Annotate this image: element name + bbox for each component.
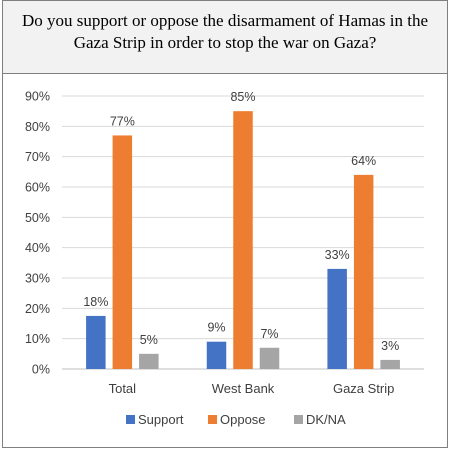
bar-support-0	[86, 315, 106, 369]
bar-oppose-0	[112, 135, 133, 369]
bar-support-1	[206, 341, 227, 369]
bar-dkna-2	[380, 359, 400, 369]
y-tick-label: 30%	[25, 272, 50, 286]
data-label: 33%	[325, 248, 350, 262]
legend: Support Oppose DK/NA	[126, 412, 346, 427]
category-label: Total	[109, 381, 137, 396]
y-tick-label: 60%	[25, 181, 50, 195]
legend-label: Oppose	[220, 412, 266, 427]
bar-oppose-2	[353, 174, 374, 369]
data-label: 5%	[140, 333, 158, 347]
legend-swatch-oppose	[208, 415, 217, 424]
y-axis-ticks: 0% 10% 20% 30% 40% 50% 60% 70% 80% 90%	[25, 90, 50, 377]
bars	[86, 111, 400, 370]
data-label: 7%	[260, 327, 278, 341]
y-tick-label: 10%	[25, 332, 50, 346]
data-label: 64%	[351, 154, 376, 168]
legend-swatch-dkna	[294, 415, 303, 424]
category-label: West Bank	[212, 381, 275, 396]
data-label: 77%	[110, 114, 135, 128]
chart-title: Do you support or oppose the disarmament…	[21, 11, 429, 52]
legend-label: DK/NA	[306, 412, 346, 427]
y-tick-label: 40%	[25, 241, 50, 255]
y-tick-label: 20%	[25, 302, 50, 316]
title-box: Do you support or oppose the disarmament…	[2, 0, 448, 74]
bar-support-2	[327, 268, 347, 369]
data-label: 18%	[83, 295, 108, 309]
y-tick-label: 70%	[25, 150, 50, 164]
bar-dkna-0	[139, 353, 159, 369]
legend-swatch-support	[126, 415, 135, 424]
bar-oppose-1	[233, 111, 253, 370]
y-tick-label: 50%	[25, 211, 50, 225]
data-label: 3%	[381, 339, 399, 353]
y-tick-label: 90%	[25, 90, 50, 104]
y-tick-label: 0%	[32, 363, 50, 377]
legend-label: Support	[138, 412, 184, 427]
data-label: 9%	[207, 321, 225, 335]
category-labels: Total West Bank Gaza Strip	[109, 381, 395, 396]
data-labels: 18% 77% 5% 9% 85% 7% 33% 64% 3%	[83, 90, 399, 353]
bar-dkna-1	[259, 347, 280, 369]
data-label: 85%	[230, 90, 255, 104]
category-label: Gaza Strip	[333, 381, 394, 396]
y-tick-label: 80%	[25, 120, 50, 134]
